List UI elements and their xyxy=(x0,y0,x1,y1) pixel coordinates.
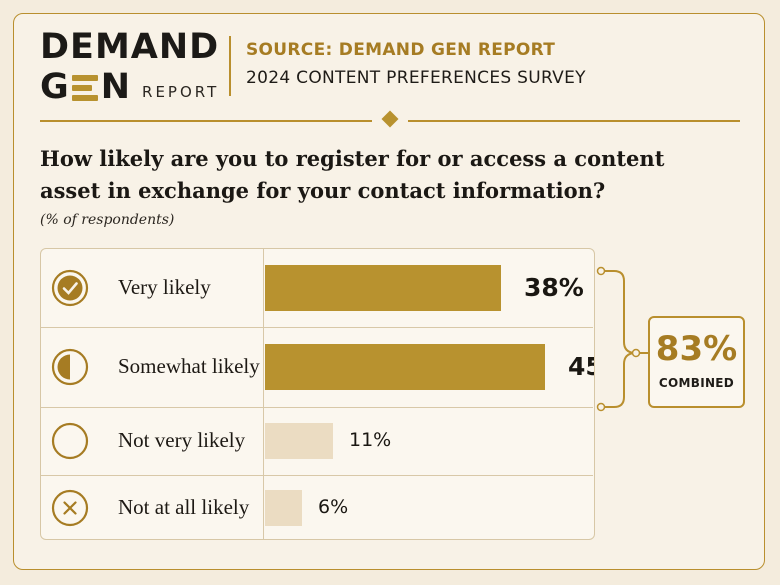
half-circle-icon xyxy=(51,348,89,386)
combined-label: COMBINED xyxy=(658,376,735,390)
column-divider xyxy=(263,249,264,539)
category-label: Not very likely xyxy=(118,428,246,452)
chart-row: Not at all likely 6% xyxy=(41,475,593,539)
combined-bracket xyxy=(596,266,648,412)
value-label: 45% xyxy=(568,352,594,381)
category-label: Very likely xyxy=(118,275,211,299)
ornament-rule-right xyxy=(408,120,740,122)
empty-circle-icon xyxy=(51,422,89,460)
chart-row: Somewhat likely 45% xyxy=(41,327,594,407)
response-chart: Very likely 38% Somewhat likely 45% Not very… xyxy=(40,248,595,540)
value-label: 11% xyxy=(349,429,392,451)
bar-not-very-likely xyxy=(265,423,333,459)
row-separator xyxy=(41,475,593,476)
question-title: How likely are you to register for or ac… xyxy=(40,146,665,203)
source-line: SOURCE: DEMAND GEN REPORT xyxy=(246,40,556,60)
header-divider xyxy=(229,36,231,96)
logo-gen-report: G N REPORT xyxy=(40,70,219,105)
x-circle-icon xyxy=(51,489,89,527)
check-circle-icon xyxy=(51,269,89,307)
combined-value: 83% xyxy=(655,329,738,369)
row-separator xyxy=(41,407,593,408)
category-label: Somewhat likely xyxy=(118,354,260,378)
survey-title: 2024 CONTENT PREFERENCES SURVEY xyxy=(246,68,586,88)
chart-row: Very likely 38% xyxy=(41,249,593,327)
logo-gen-n: N xyxy=(100,67,131,107)
ornament-rule-left xyxy=(40,120,372,122)
question-subtitle: (% of respondents) xyxy=(40,212,175,228)
category-label: Not at all likely xyxy=(118,495,250,519)
bar-very-likely xyxy=(265,265,501,311)
bar-somewhat-likely xyxy=(265,344,545,390)
value-label: 6% xyxy=(318,496,349,518)
row-separator xyxy=(41,327,593,328)
logo-report: REPORT xyxy=(142,83,220,101)
combined-box: 83% COMBINED xyxy=(648,316,745,408)
logo-demand: DEMAND xyxy=(40,27,220,67)
value-label: 38% xyxy=(524,273,584,302)
logo-e-bars-icon xyxy=(71,75,98,101)
chart-row: Not very likely 11% xyxy=(41,407,593,475)
logo-gen-g: G xyxy=(40,67,69,107)
bar-not-at-all-likely xyxy=(265,490,302,526)
